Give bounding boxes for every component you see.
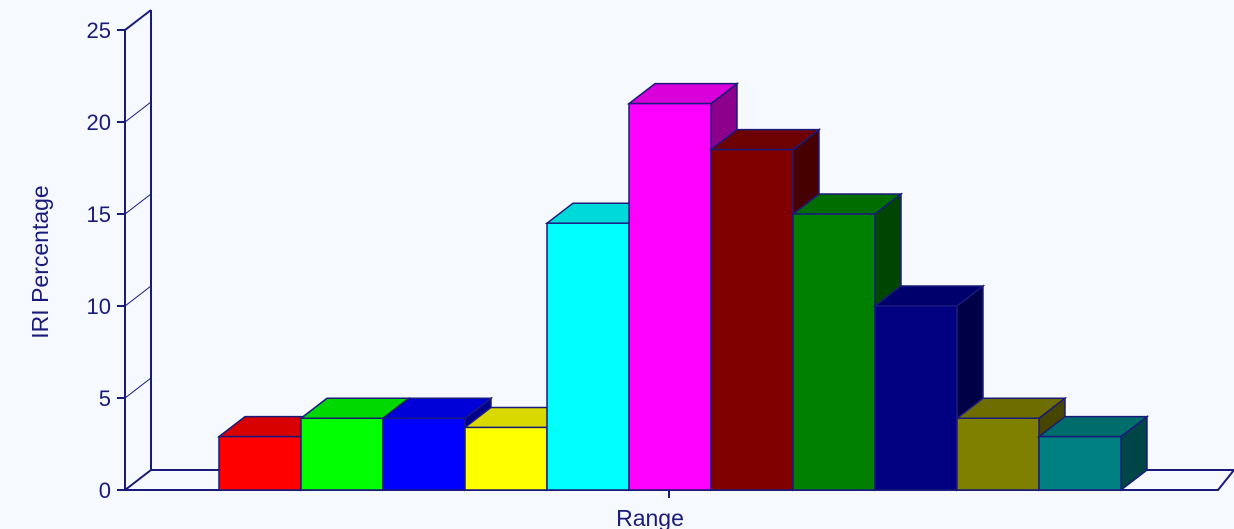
bar-front-face [956, 417, 1040, 491]
bar-9 [872, 284, 986, 492]
bar-front-face [874, 305, 958, 491]
y-tick-label: 15 [87, 202, 111, 227]
y-tick-label: 5 [99, 386, 111, 411]
bar-11 [1036, 415, 1150, 492]
bar-front-face [546, 222, 630, 491]
y-tick-depth [124, 193, 152, 215]
y-tick-label: 20 [87, 110, 111, 135]
bar-front-face [218, 435, 302, 491]
y-tick-label: 0 [99, 478, 111, 503]
bar-front-face [382, 417, 466, 491]
y-axis-ticks: 0 5 10 15 20 25 [87, 9, 152, 503]
y-tick-label: 25 [87, 18, 111, 43]
bar-front-face [1038, 435, 1122, 491]
y-tick-depth [124, 101, 152, 123]
bar-front-face [792, 213, 876, 491]
bar-front-face [300, 417, 384, 491]
y-tick-label: 10 [87, 294, 111, 319]
bar-front-face [628, 102, 712, 491]
y-tick-depth [124, 377, 152, 399]
bar-front-face [710, 148, 794, 491]
bar-series [216, 82, 1150, 492]
y-tick-depth [124, 285, 152, 307]
x-axis-title: Range [616, 505, 684, 529]
y-axis-title: IRI Percentage [27, 185, 53, 338]
bar-8 [790, 192, 904, 492]
y-tick-depth [124, 469, 152, 491]
bar-front-face [464, 426, 548, 491]
y-tick-depth [124, 9, 152, 31]
